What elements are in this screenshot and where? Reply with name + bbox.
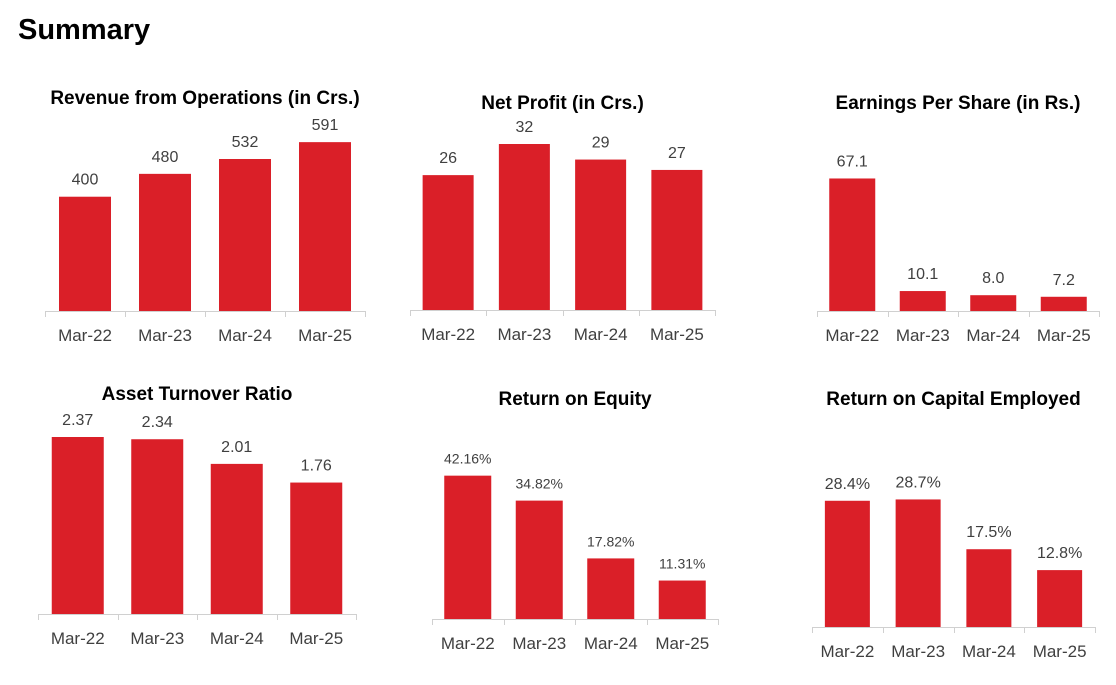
- bar-mar-23: [515, 500, 563, 619]
- data-label: 400: [72, 172, 99, 189]
- data-label: 532: [232, 134, 259, 151]
- data-label: 34.82%: [516, 476, 563, 492]
- data-label: 11.31%: [659, 556, 705, 572]
- category-label: Mar-24: [584, 634, 638, 653]
- category-label: Mar-22: [421, 325, 475, 344]
- category-label: Mar-24: [962, 642, 1016, 661]
- bar-mar-24: [966, 549, 1012, 627]
- category-label: Mar-22: [441, 634, 495, 653]
- chart-title: Net Profit (in Crs.): [481, 93, 644, 114]
- chart-title: Return on Equity: [498, 389, 652, 410]
- bar-mar-22: [824, 500, 870, 627]
- data-label: 1.76: [301, 458, 332, 475]
- data-label: 7.2: [1053, 272, 1075, 289]
- chart-title: Revenue from Operations (in Crs.): [50, 88, 360, 109]
- data-label: 12.8%: [1037, 545, 1082, 562]
- category-label: Mar-25: [298, 326, 352, 345]
- category-label: Mar-25: [1037, 326, 1091, 345]
- category-label: Mar-22: [825, 326, 879, 345]
- bar-mar-24: [210, 463, 263, 614]
- page-title: Summary: [18, 14, 151, 46]
- category-label: Mar-23: [896, 326, 950, 345]
- category-label: Mar-22: [51, 629, 105, 648]
- bar-mar-25: [658, 580, 706, 619]
- bar-mar-22: [59, 196, 111, 311]
- revenue-chart: Revenue from Operations (in Crs.) 400 Mar…: [45, 0, 366, 360]
- bar-mar-23: [139, 173, 191, 311]
- data-label: 42.16%: [444, 451, 491, 467]
- data-label: 28.4%: [825, 476, 870, 493]
- category-label: Mar-22: [58, 326, 112, 345]
- data-label: 32: [515, 119, 533, 136]
- data-label: 67.1: [837, 153, 868, 170]
- bar-mar-23: [498, 144, 550, 310]
- revenue-bar-chart: 400 Mar-22 480 Mar-23 532 Mar-24 591 Mar-25: [45, 117, 366, 345]
- category-label: Mar-24: [574, 325, 628, 344]
- bar-mar-23: [895, 499, 941, 627]
- category-label: Mar-25: [650, 325, 704, 344]
- bar-mar-25: [1037, 570, 1083, 627]
- asset-turnover-bar-chart: 2.37 Mar-22 2.34 Mar-23 2.01 Mar-24 1.76 Mar-25: [38, 412, 357, 648]
- net-profit-bar-chart: 26 Mar-22 32 Mar-23 29 Mar-24 27 Mar-25: [410, 119, 716, 344]
- roce-chart: Return on Capital Employed 28.4% Mar-22 28…: [812, 0, 1096, 685]
- bar-mar-22: [51, 437, 104, 614]
- data-label: 28.7%: [895, 474, 940, 491]
- data-label: 10.1: [907, 266, 938, 283]
- bar-mar-23: [899, 291, 946, 311]
- roe-chart: Return on Equity 42.16% Mar-22 34.82% Mar-2…: [432, 0, 719, 685]
- bar-mar-24: [970, 295, 1017, 311]
- data-label: 2.34: [142, 414, 173, 431]
- data-label: 17.5%: [966, 524, 1011, 541]
- data-label: 17.82%: [587, 533, 634, 549]
- category-label: Mar-25: [1033, 642, 1087, 661]
- asset-turnover-chart: Asset Turnover Ratio 2.37 Mar-22 2.34 Mar-2…: [38, 0, 357, 685]
- category-label: Mar-25: [655, 634, 709, 653]
- bar-mar-25: [290, 482, 343, 614]
- bar-mar-22: [422, 175, 474, 310]
- bar-mar-24: [575, 159, 627, 310]
- bar-mar-22: [829, 178, 876, 311]
- category-label: Mar-23: [138, 326, 192, 345]
- data-label: 591: [312, 117, 339, 134]
- category-label: Mar-23: [891, 642, 945, 661]
- eps-chart: Earnings Per Share (in Rs.) 67.1 Mar-22 10…: [817, 0, 1100, 360]
- chart-title: Return on Capital Employed: [826, 389, 1081, 410]
- bar-mar-25: [1040, 296, 1087, 311]
- data-label: 2.37: [62, 412, 93, 429]
- category-label: Mar-23: [512, 634, 566, 653]
- category-label: Mar-22: [820, 642, 874, 661]
- data-label: 26: [439, 150, 457, 167]
- category-label: Mar-24: [210, 629, 264, 648]
- bar-mar-24: [219, 159, 271, 311]
- bar-mar-22: [444, 475, 492, 619]
- category-label: Mar-25: [289, 629, 343, 648]
- chart-title: Asset Turnover Ratio: [101, 384, 293, 405]
- data-label: 480: [152, 149, 179, 166]
- data-label: 27: [668, 145, 686, 162]
- category-label: Mar-23: [130, 629, 184, 648]
- category-label: Mar-23: [497, 325, 551, 344]
- category-label: Mar-24: [966, 326, 1020, 345]
- bar-mar-24: [587, 558, 635, 619]
- roe-bar-chart: 42.16% Mar-22 34.82% Mar-23 17.82% Mar-24 11.3…: [432, 451, 719, 653]
- bar-mar-23: [131, 439, 184, 614]
- bar-mar-25: [299, 142, 351, 311]
- data-label: 29: [592, 135, 610, 152]
- chart-title: Earnings Per Share (in Rs.): [835, 93, 1081, 114]
- category-label: Mar-24: [218, 326, 272, 345]
- net-profit-chart: Net Profit (in Crs.) 26 Mar-22 32 Mar-23 29 M…: [410, 0, 716, 360]
- bar-mar-25: [651, 169, 703, 310]
- roce-bar-chart: 28.4% Mar-22 28.7% Mar-23 17.5% Mar-24 12.8% Ma…: [812, 474, 1096, 661]
- data-label: 8.0: [982, 270, 1004, 287]
- eps-bar-chart: 67.1 Mar-22 10.1 Mar-23 8.0 Mar-24 7.2 Mar-25: [817, 153, 1100, 345]
- data-label: 2.01: [221, 439, 252, 456]
